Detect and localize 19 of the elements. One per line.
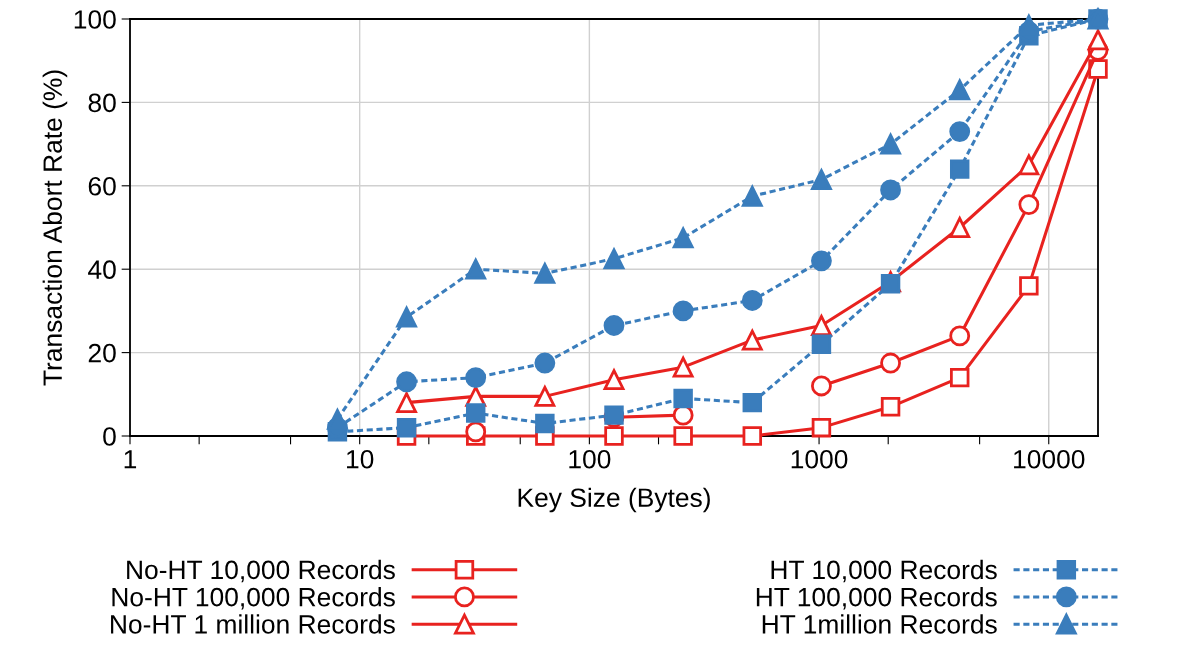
x-tick-label: 1 bbox=[124, 450, 137, 469]
y-tick-label: 60 bbox=[88, 176, 116, 196]
legend-label: HT 10,000 Records bbox=[771, 559, 997, 583]
x-tick-label: 10 bbox=[347, 449, 374, 469]
legend-label: No-HT 100,000 Records bbox=[112, 587, 395, 610]
x-tick-label: 10000 bbox=[1014, 449, 1085, 469]
y-axis-title: Transaction Abort Rate (%) bbox=[42, 70, 68, 386]
legend-label: No-HT 1 million Records bbox=[111, 614, 395, 634]
legend-label: HT 100,000 Records bbox=[756, 587, 997, 610]
y-tick-label: 20 bbox=[88, 343, 116, 363]
x-axis-title: Key Size (Bytes) bbox=[518, 487, 710, 513]
y-tick-label: 100 bbox=[74, 10, 116, 29]
y-tick-label: 0 bbox=[103, 427, 116, 446]
legend-label: HT 1million Records bbox=[762, 614, 997, 634]
y-tick-label: 40 bbox=[88, 260, 116, 280]
legend-label: No-HT 10,000 Records bbox=[127, 559, 395, 583]
y-tick-label: 80 bbox=[88, 93, 116, 113]
x-tick-label: 100 bbox=[569, 449, 611, 469]
x-tick-label: 1000 bbox=[791, 449, 848, 469]
